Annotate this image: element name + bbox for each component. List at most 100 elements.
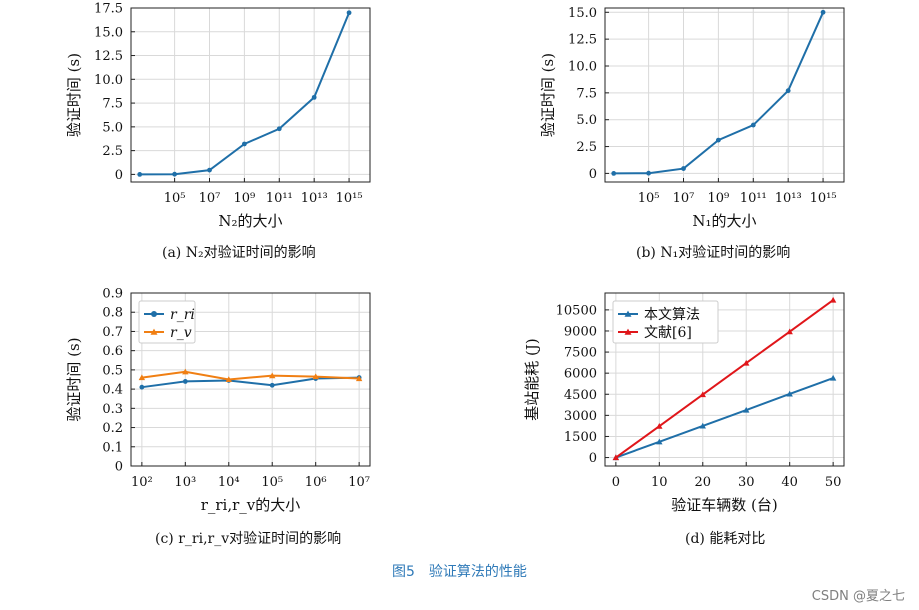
y-tick-label: 12.5 <box>568 33 597 48</box>
data-point <box>346 10 352 16</box>
y-tick-label: 5.0 <box>102 120 123 135</box>
plot-frame <box>130 7 371 183</box>
legend-label: r_ri <box>170 307 195 323</box>
legend-marker <box>624 328 632 335</box>
x-tick-label: 10² <box>131 475 153 490</box>
data-point <box>750 122 756 128</box>
x-axis-label: N₁的大小 <box>692 212 756 230</box>
chart-c: 10² 10³ 10⁴ 10⁵ 10⁶ 10⁷ 0 0.1 0.2 0.3 0.4 0.5 0.6 0.7… <box>65 287 371 514</box>
x-tick-label: 10 <box>651 475 668 490</box>
data-point <box>820 9 826 15</box>
y-tick-label: 0 <box>115 460 123 475</box>
data-point <box>172 171 178 177</box>
series-line <box>615 377 834 459</box>
x-tick-label: 10⁹ <box>708 191 730 206</box>
y-tick-label: 10.0 <box>568 60 597 75</box>
data-point <box>715 137 721 143</box>
x-tick-label: 30 <box>738 475 755 490</box>
legend-label: r_v <box>170 325 192 341</box>
caption-a: (a) N₂对验证时间的影响 <box>162 245 316 261</box>
x-tick-label: 10⁵ <box>164 191 186 206</box>
x-tick-label: 20 <box>694 475 711 490</box>
data-point <box>611 171 617 176</box>
data-point <box>656 438 663 445</box>
x-tick-label: 10⁷ <box>673 191 695 206</box>
x-tick-label: 10⁹ <box>234 191 256 206</box>
caption-c: (c) r_ri,r_v对验证时间的影响 <box>155 531 342 547</box>
y-tick-label: 7.5 <box>102 97 123 112</box>
x-axis-label: r_ri,r_v的大小 <box>201 496 301 514</box>
data-point <box>829 296 837 303</box>
plot-frame <box>130 292 371 467</box>
x-tick-label: 10¹¹ <box>266 191 293 206</box>
y-tick-label: 0 <box>589 451 597 466</box>
x-tick-label: 10¹³ <box>775 191 802 206</box>
figure-title: 图5 验证算法的性能 <box>392 564 527 580</box>
y-tick-label: 1500 <box>564 430 597 445</box>
y-axis-label: 基站能耗 (J) <box>523 338 541 421</box>
x-tick-label: 10³ <box>174 475 196 490</box>
y-tick-label: 2.5 <box>576 140 597 155</box>
x-tick-label: 10¹¹ <box>740 191 767 206</box>
data-point <box>182 379 188 384</box>
y-tick-label: 0.3 <box>102 402 123 417</box>
data-point <box>699 422 706 429</box>
watermark: CSDN @夏之七 <box>811 589 905 604</box>
x-tick-label: 50 <box>825 475 842 490</box>
chart-b: 10⁵ 10⁷ 10⁹ 10¹¹ 10¹³ 10¹⁵ 0 2.5 5.0 7.5 10.0 12.5 1… <box>539 6 845 230</box>
y-tick-label: 0 <box>589 167 597 182</box>
plot-frame <box>604 7 845 183</box>
data-point <box>207 167 212 173</box>
legend-label: 文献[6] <box>644 325 692 341</box>
data-point <box>276 126 282 132</box>
y-tick-label: 0.7 <box>102 325 123 340</box>
y-tick-label: 15.0 <box>94 25 123 40</box>
y-tick-label: 4500 <box>564 388 597 403</box>
legend-label: 本文算法 <box>644 307 700 323</box>
x-tick-label: 10⁵ <box>261 475 283 490</box>
y-tick-label: 0.2 <box>102 421 123 436</box>
data-point <box>743 406 750 413</box>
y-tick-label: 0.8 <box>102 306 123 321</box>
data-point <box>681 166 686 171</box>
data-point <box>785 88 791 94</box>
x-tick-label: 10⁶ <box>305 475 327 490</box>
y-tick-label: 6000 <box>564 367 597 382</box>
y-tick-label: 0.6 <box>102 344 123 359</box>
x-tick-label: 10⁷ <box>199 191 221 206</box>
y-tick-label: 3000 <box>564 409 597 424</box>
y-axis-label: 验证时间 (s) <box>539 53 557 137</box>
data-point <box>225 376 232 383</box>
y-tick-label: 7.5 <box>576 86 597 101</box>
chart-d: 0 10 20 30 40 50 0 1500 3000 4500 6000 7500 9000 1050… <box>523 292 845 514</box>
x-axis-label: N₂的大小 <box>218 212 282 230</box>
data-point <box>139 384 145 390</box>
data-point <box>269 382 275 388</box>
y-tick-label: 7500 <box>564 346 597 361</box>
data-point <box>241 141 247 147</box>
data-point <box>355 375 363 382</box>
x-tick-label: 40 <box>781 475 798 490</box>
x-tick-label: 0 <box>612 475 620 490</box>
data-point <box>182 368 189 375</box>
data-point <box>138 374 146 381</box>
x-tick-label: 10⁵ <box>638 191 660 206</box>
y-tick-label: 2.5 <box>102 144 123 159</box>
x-axis-label: 验证车辆数 (台) <box>671 496 777 514</box>
data-point <box>786 328 793 335</box>
legend-box <box>612 300 719 344</box>
y-tick-label: 10.0 <box>94 73 123 88</box>
plot-frame <box>604 292 845 467</box>
data-point <box>312 373 319 380</box>
legend-marker <box>150 328 158 335</box>
data-point <box>311 94 317 100</box>
data-point <box>137 171 143 177</box>
data-point <box>612 454 620 461</box>
data-point <box>743 359 750 366</box>
chart-a: 10⁵ 10⁷ 10⁹ 10¹¹ 10¹³ 10¹⁵ 0 2.5 5.0 7.5 10.0 12.5 1… <box>65 2 371 230</box>
y-tick-label: 0.1 <box>102 440 123 455</box>
data-point <box>646 170 652 176</box>
data-point <box>699 391 706 398</box>
y-tick-label: 12.5 <box>94 49 123 64</box>
